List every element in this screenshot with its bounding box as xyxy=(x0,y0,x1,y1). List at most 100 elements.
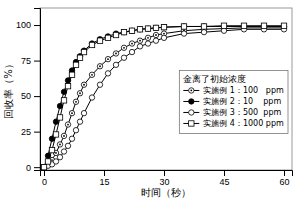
marker-shape xyxy=(61,149,66,154)
marker-shape xyxy=(161,24,166,29)
legend-label: 实施例 2：10 ppm xyxy=(203,97,281,106)
marker-shape xyxy=(145,41,150,46)
data-point xyxy=(113,62,118,67)
x-tick-label: 60 xyxy=(279,177,289,187)
marker-shape xyxy=(73,62,78,67)
plot: 0153045600255075100时间（秒）回收率（%）金离了初始浓度实施例… xyxy=(3,8,293,198)
data-point xyxy=(241,23,246,28)
x-axis: 015304560 xyxy=(41,170,293,187)
marker-shape xyxy=(181,31,186,36)
data-point xyxy=(121,29,126,34)
marker-shape xyxy=(97,64,102,69)
data-point xyxy=(73,128,78,133)
data-point xyxy=(69,110,74,115)
data-point xyxy=(137,27,142,32)
marker-shape xyxy=(97,38,102,43)
data-point xyxy=(89,42,94,47)
legend-entry: 实施例 4：1000 ppm xyxy=(183,119,284,128)
marker-shape xyxy=(201,24,206,29)
y-tick: 50 xyxy=(21,91,40,101)
marker-shape xyxy=(65,78,70,83)
x-tick: 15 xyxy=(99,170,109,187)
legend-line xyxy=(183,90,199,91)
marker-shape xyxy=(137,44,142,49)
data-point xyxy=(57,115,62,120)
x-tick-label: 0 xyxy=(42,177,47,187)
data-point xyxy=(181,24,186,29)
data-point xyxy=(41,164,46,169)
marker-shape xyxy=(121,29,126,34)
data-point xyxy=(153,25,158,30)
data-point xyxy=(129,49,134,54)
data-point xyxy=(77,91,82,96)
data-point xyxy=(121,29,126,34)
data-point xyxy=(281,24,286,29)
marker-shape xyxy=(41,164,46,169)
marker-shape xyxy=(77,91,82,96)
marker-shape xyxy=(73,99,78,104)
y-tick: 75 xyxy=(21,56,40,66)
data-point xyxy=(129,28,134,33)
marker-shape xyxy=(69,136,74,141)
marker-shape xyxy=(69,72,74,77)
marker-shape xyxy=(261,24,266,29)
data-point xyxy=(181,24,186,29)
data-point xyxy=(121,55,126,60)
marker-shape xyxy=(189,99,194,104)
data-point xyxy=(49,147,54,152)
y-axis-title: 回收率（%） xyxy=(3,59,14,119)
marker-center-dot xyxy=(155,34,157,36)
marker-center-dot xyxy=(79,92,81,94)
data-point xyxy=(45,153,50,158)
marker-center-dot xyxy=(59,144,61,146)
data-point xyxy=(201,24,206,29)
data-point xyxy=(201,29,206,34)
marker-shape xyxy=(105,35,110,40)
marker-shape xyxy=(121,55,126,60)
data-point xyxy=(161,35,166,40)
chart: 0153045600255075100时间（秒）回收率（%）金离了初始浓度实施例… xyxy=(0,0,300,200)
marker-shape xyxy=(65,83,70,88)
marker-shape xyxy=(241,24,246,29)
marker-center-dot xyxy=(83,84,85,86)
data-point xyxy=(81,49,86,54)
data-point xyxy=(53,132,58,137)
data-point xyxy=(61,89,66,94)
marker-shape xyxy=(153,38,158,43)
legend-entry: 实施例 2：10 ppm xyxy=(183,97,281,106)
data-point xyxy=(105,71,110,76)
marker-shape xyxy=(153,25,158,30)
marker-shape xyxy=(145,26,150,31)
data-point xyxy=(137,27,142,32)
legend-label: 实施例 4：1000 ppm xyxy=(203,119,284,128)
y-tick-label: 25 xyxy=(21,127,31,137)
data-point xyxy=(221,24,226,29)
marker-shape xyxy=(81,49,86,54)
x-tick-mark xyxy=(164,170,165,176)
legend-marker xyxy=(189,110,194,115)
marker-shape xyxy=(41,164,46,169)
data-point xyxy=(153,38,158,43)
marker-shape xyxy=(161,24,166,29)
data-point xyxy=(153,32,158,37)
legend-label: 实施例 1：100 ppm xyxy=(203,86,284,95)
data-point xyxy=(41,164,46,169)
data-point xyxy=(97,38,102,43)
data-point xyxy=(73,62,78,67)
data-point xyxy=(261,24,266,29)
marker-shape xyxy=(53,132,58,137)
marker-shape xyxy=(69,110,74,115)
marker-shape xyxy=(73,128,78,133)
y-tick: 25 xyxy=(21,127,40,137)
y-tick-label: 0 xyxy=(26,163,31,173)
data-point xyxy=(69,136,74,141)
marker-shape xyxy=(89,72,94,77)
legend-entry: 实施例 3：500 ppm xyxy=(183,108,281,117)
series-line xyxy=(44,28,284,167)
marker-shape xyxy=(41,164,46,169)
marker-center-dot xyxy=(75,101,77,103)
marker-shape xyxy=(189,121,194,126)
marker-shape xyxy=(221,23,226,28)
marker-center-dot xyxy=(107,58,109,60)
series-line xyxy=(44,26,284,167)
